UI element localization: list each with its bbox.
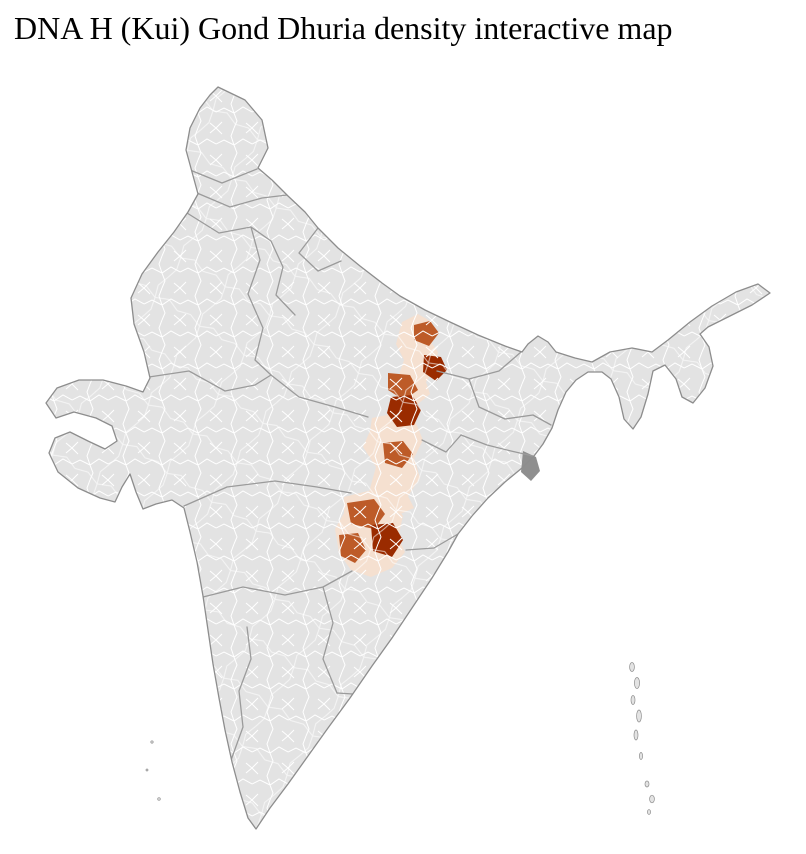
- district-borders-texture: [46, 87, 770, 829]
- state-borders-group: [148, 168, 552, 764]
- island[interactable]: [157, 797, 161, 801]
- island[interactable]: [150, 740, 154, 744]
- state-border: [148, 370, 272, 392]
- state-border: [322, 586, 338, 694]
- state-border: [436, 351, 522, 380]
- island[interactable]: [644, 780, 650, 788]
- island[interactable]: [639, 752, 643, 760]
- state-border: [298, 227, 342, 272]
- state-border: [468, 378, 552, 426]
- island[interactable]: [636, 709, 642, 723]
- island[interactable]: [630, 695, 636, 705]
- state-border: [229, 626, 252, 764]
- island[interactable]: [145, 768, 149, 772]
- island[interactable]: [647, 809, 651, 815]
- state-border: [421, 434, 462, 453]
- island[interactable]: [633, 729, 639, 741]
- island[interactable]: [634, 677, 640, 689]
- state-border: [189, 168, 258, 184]
- island[interactable]: [629, 662, 635, 672]
- state-border: [247, 226, 272, 376]
- state-border: [196, 192, 288, 208]
- islands-group: [145, 662, 655, 815]
- metro-district-patch[interactable]: [521, 451, 540, 481]
- district-borders-layer: [46, 87, 770, 829]
- state-border: [270, 240, 296, 316]
- island[interactable]: [649, 794, 655, 804]
- state-border: [405, 533, 459, 551]
- state-border: [460, 434, 534, 457]
- state-border: [183, 480, 352, 507]
- state-border: [270, 374, 369, 418]
- state-border: [202, 570, 353, 598]
- page-title: DNA H (Kui) Gond Dhuria density interact…: [14, 10, 673, 46]
- state-border: [186, 212, 272, 242]
